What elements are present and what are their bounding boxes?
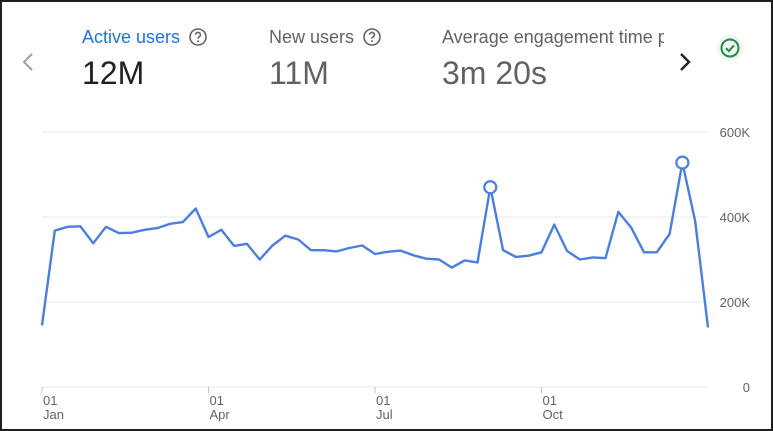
data-point[interactable] (321, 247, 327, 253)
data-point[interactable] (628, 225, 634, 231)
previous-metrics-button[interactable] (14, 42, 42, 82)
y-tick-label: 0 (743, 380, 750, 395)
data-point[interactable] (462, 257, 468, 263)
data-point[interactable] (603, 255, 609, 261)
metric-label: New users (269, 27, 355, 47)
data-point[interactable] (372, 251, 378, 257)
data-point[interactable] (244, 241, 250, 247)
check-circle-icon (716, 34, 744, 67)
data-point[interactable] (282, 233, 288, 239)
data-point[interactable] (346, 245, 352, 251)
metric-value: 3m 20s (442, 55, 547, 91)
metric-label: Average engagement time per active user (442, 27, 664, 47)
data-point[interactable] (590, 254, 596, 260)
data-point[interactable] (270, 242, 276, 248)
data-point[interactable] (641, 249, 647, 255)
data-point[interactable] (65, 224, 71, 230)
x-tick-day: 01 (43, 393, 57, 408)
data-point[interactable] (141, 227, 147, 233)
metric-tab-new-users[interactable]: New users 11M (269, 26, 382, 92)
data-point[interactable] (564, 248, 570, 254)
data-point[interactable] (180, 219, 186, 225)
data-point[interactable] (410, 252, 416, 258)
data-point[interactable] (474, 259, 480, 265)
x-tick-day: 01 (376, 393, 390, 408)
data-point[interactable] (539, 249, 545, 255)
data-point[interactable] (500, 247, 506, 253)
help-circle-icon[interactable] (362, 27, 382, 47)
metric-label: Active users (82, 27, 181, 47)
data-point[interactable] (577, 257, 583, 263)
data-point[interactable] (193, 206, 199, 212)
chart-series (39, 155, 711, 331)
data-point[interactable] (257, 257, 263, 263)
x-tick-day: 01 (543, 393, 557, 408)
metric-value: 12M (82, 55, 145, 91)
data-point[interactable] (436, 257, 442, 263)
data-point[interactable] (654, 249, 660, 255)
active-users-line (40, 161, 710, 328)
highlighted-data-point[interactable] (483, 180, 498, 195)
data-point[interactable] (308, 247, 314, 253)
help-circle-icon[interactable] (188, 27, 208, 47)
highlighted-data-point[interactable] (675, 155, 690, 170)
data-point[interactable] (231, 243, 237, 249)
next-metrics-button[interactable] (671, 42, 699, 82)
data-point[interactable] (52, 228, 58, 234)
data-point[interactable] (692, 218, 698, 224)
x-tick-month: Jul (376, 407, 393, 422)
metric-tab-average-engagement-time[interactable]: Average engagement time per active user … (442, 26, 664, 92)
metric-tab-active-users[interactable]: Active users 12M (82, 26, 208, 92)
metric-value: 11M (269, 55, 329, 91)
data-point[interactable] (295, 237, 301, 243)
data-point[interactable] (129, 230, 135, 236)
x-tick-day: 01 (210, 393, 224, 408)
data-point[interactable] (39, 322, 45, 328)
data-point[interactable] (90, 240, 96, 246)
data-point[interactable] (667, 231, 673, 237)
data-point[interactable] (206, 234, 212, 240)
data-point[interactable] (103, 224, 109, 230)
chevron-right-icon (680, 53, 691, 71)
y-tick-label: 200K (720, 295, 751, 310)
data-point[interactable] (167, 221, 173, 227)
data-point[interactable] (334, 248, 340, 254)
data-point[interactable] (116, 230, 122, 236)
data-point[interactable] (449, 265, 455, 271)
chart-y-axis: 0 200K 400K 600K (720, 125, 751, 395)
data-point[interactable] (385, 249, 391, 255)
data-point[interactable] (513, 254, 519, 260)
data-point[interactable] (154, 225, 160, 231)
data-point[interactable] (398, 248, 404, 254)
data-point[interactable] (423, 256, 429, 262)
data-point[interactable] (551, 222, 557, 228)
x-tick-month: Jan (43, 407, 64, 422)
data-point[interactable] (218, 227, 224, 233)
data-point[interactable] (359, 242, 365, 248)
data-point[interactable] (77, 223, 83, 229)
data-point[interactable] (705, 325, 711, 331)
data-point[interactable] (615, 209, 621, 215)
y-tick-label: 400K (720, 210, 751, 225)
x-tick-month: Apr (210, 407, 231, 422)
x-tick-month: Oct (543, 407, 564, 422)
data-point[interactable] (526, 253, 532, 259)
y-tick-label: 600K (720, 125, 751, 140)
chevron-left-icon (22, 53, 33, 71)
